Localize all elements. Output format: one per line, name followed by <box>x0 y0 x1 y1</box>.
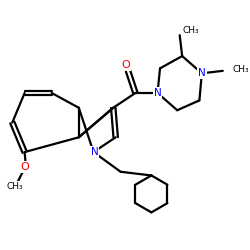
Text: CH₃: CH₃ <box>6 182 23 191</box>
Text: CH₃: CH₃ <box>233 65 250 74</box>
Text: N: N <box>91 147 99 157</box>
Text: N: N <box>154 88 162 98</box>
Text: CH₃: CH₃ <box>182 26 199 35</box>
Text: O: O <box>121 60 130 70</box>
Text: O: O <box>20 162 29 172</box>
Text: N: N <box>198 68 206 78</box>
